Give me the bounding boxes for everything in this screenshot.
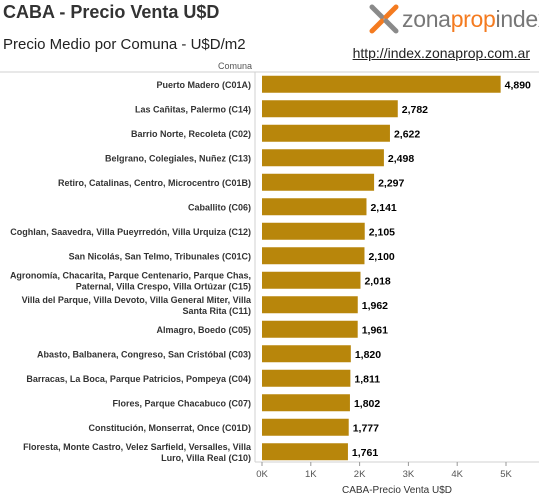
- category-label: Almagro, Boedo (C05): [156, 325, 251, 335]
- category-label: Abasto, Balbanera, Congreso, San Cristób…: [37, 349, 251, 359]
- x-tick-label: 4K: [451, 469, 463, 480]
- category-label-line: San Nicolás, San Telmo, Tribunales (C01C…: [69, 251, 251, 261]
- category-label-line: Caballito (C06): [188, 202, 251, 212]
- bar-value-label: 1,961: [362, 324, 388, 336]
- category-label: Villa del Parque, Villa Devoto, Villa Ge…: [22, 295, 252, 316]
- bar: [262, 394, 350, 412]
- source-link[interactable]: http://index.zonaprop.com.ar: [352, 45, 530, 61]
- x-tick-label: 5K: [500, 469, 512, 480]
- bar: [262, 369, 351, 387]
- x-axis-title: CABA-Precio Venta U$D: [342, 485, 452, 496]
- bar-value-label: 2,105: [369, 226, 395, 238]
- bar: [262, 418, 349, 436]
- logo-x-icon: [369, 4, 399, 34]
- category-label-line: Luro, Villa Real (C10): [161, 453, 251, 463]
- x-tick-label: 3K: [403, 469, 415, 480]
- bar-value-label: 2,297: [378, 177, 404, 189]
- bar-value-label: 4,890: [505, 79, 531, 91]
- category-label: Las Cañitas, Palermo (C14): [135, 104, 251, 114]
- bar-value-label: 2,782: [402, 104, 428, 116]
- category-label: Retiro, Catalinas, Centro, Microcentro (…: [58, 178, 251, 188]
- category-label: Constitución, Monserrat, Once (C01D): [88, 423, 251, 433]
- bar-value-label: 1,802: [354, 398, 380, 410]
- category-label-line: Retiro, Catalinas, Centro, Microcentro (…: [58, 178, 251, 188]
- bar: [262, 173, 375, 191]
- category-label-line: Flores, Parque Chacabuco (C07): [112, 398, 251, 408]
- category-label-line: Santa Rita (C11): [182, 306, 251, 316]
- bar: [262, 296, 358, 314]
- category-label: Agronomía, Chacarita, Parque Centenario,…: [10, 270, 251, 291]
- category-label-line: Constitución, Monserrat, Once (C01D): [88, 423, 251, 433]
- category-label-line: Paternal, Villa Crespo, Villa Ortúzar (C…: [76, 281, 251, 291]
- bar-value-label: 2,622: [394, 128, 420, 140]
- page-subtitle: Precio Medio por Comuna - U$D/m2: [3, 36, 246, 53]
- category-header: Comuna: [218, 61, 252, 71]
- bar: [262, 271, 361, 289]
- category-label: Barrio Norte, Recoleta (C02): [131, 129, 251, 139]
- bar: [262, 124, 390, 142]
- bar: [262, 198, 367, 216]
- category-label: Coghlan, Saavedra, Villa Pueyrredón, Vil…: [10, 227, 251, 237]
- bar: [262, 222, 365, 240]
- bar: [262, 75, 501, 93]
- category-label: Caballito (C06): [188, 202, 251, 212]
- bar-value-label: 1,811: [354, 373, 380, 385]
- category-label: Barracas, La Boca, Parque Patricios, Pom…: [26, 374, 251, 384]
- logo-wordmark: zonapropindex: [402, 6, 539, 33]
- bar-value-label: 2,100: [368, 251, 394, 263]
- bar-value-label: 1,777: [353, 422, 379, 434]
- bar: [262, 320, 358, 338]
- bar-value-label: 2,498: [388, 153, 414, 165]
- x-tick-label: 2K: [354, 469, 366, 480]
- bar: [262, 443, 348, 461]
- category-label: Puerto Madero (C01A): [156, 80, 251, 90]
- logo-text-zona: zona: [402, 5, 451, 32]
- category-label-line: Agronomía, Chacarita, Parque Centenario,…: [10, 270, 251, 280]
- category-label: Floresta, Monte Castro, Velez Sarfield, …: [23, 442, 252, 463]
- category-label-line: Abasto, Balbanera, Congreso, San Cristób…: [37, 349, 251, 359]
- category-label-line: Barrio Norte, Recoleta (C02): [131, 129, 251, 139]
- category-label: San Nicolás, San Telmo, Tribunales (C01C…: [69, 251, 251, 261]
- bar: [262, 247, 365, 265]
- bar: [262, 149, 384, 167]
- x-tick-label: 0K: [256, 469, 268, 480]
- bar: [262, 100, 398, 118]
- category-label-line: Almagro, Boedo (C05): [156, 325, 251, 335]
- zonapropindex-logo: zonapropindex: [369, 3, 539, 35]
- bar-value-label: 2,141: [370, 202, 396, 214]
- bar-value-label: 1,820: [355, 349, 381, 361]
- category-label-line: Las Cañitas, Palermo (C14): [135, 104, 251, 114]
- category-label-line: Coghlan, Saavedra, Villa Pueyrredón, Vil…: [10, 227, 251, 237]
- category-label: Belgrano, Colegiales, Nuñez (C13): [105, 153, 251, 163]
- category-label: Flores, Parque Chacabuco (C07): [112, 398, 251, 408]
- category-label-line: Puerto Madero (C01A): [156, 80, 251, 90]
- category-label-line: Floresta, Monte Castro, Velez Sarfield, …: [23, 442, 252, 452]
- bar-value-label: 1,962: [362, 300, 388, 312]
- logo-text-prop: prop: [450, 5, 496, 32]
- x-tick-label: 1K: [305, 469, 317, 480]
- bar: [262, 345, 351, 363]
- category-label-line: Belgrano, Colegiales, Nuñez (C13): [105, 153, 251, 163]
- logo-text-index: index: [495, 5, 539, 32]
- bar-value-label: 2,018: [364, 275, 390, 287]
- category-label-line: Barracas, La Boca, Parque Patricios, Pom…: [26, 374, 251, 384]
- bar-value-label: 1,761: [352, 447, 378, 459]
- page-title: CABA - Precio Venta U$D: [3, 2, 220, 22]
- category-label-line: Villa del Parque, Villa Devoto, Villa Ge…: [22, 295, 252, 305]
